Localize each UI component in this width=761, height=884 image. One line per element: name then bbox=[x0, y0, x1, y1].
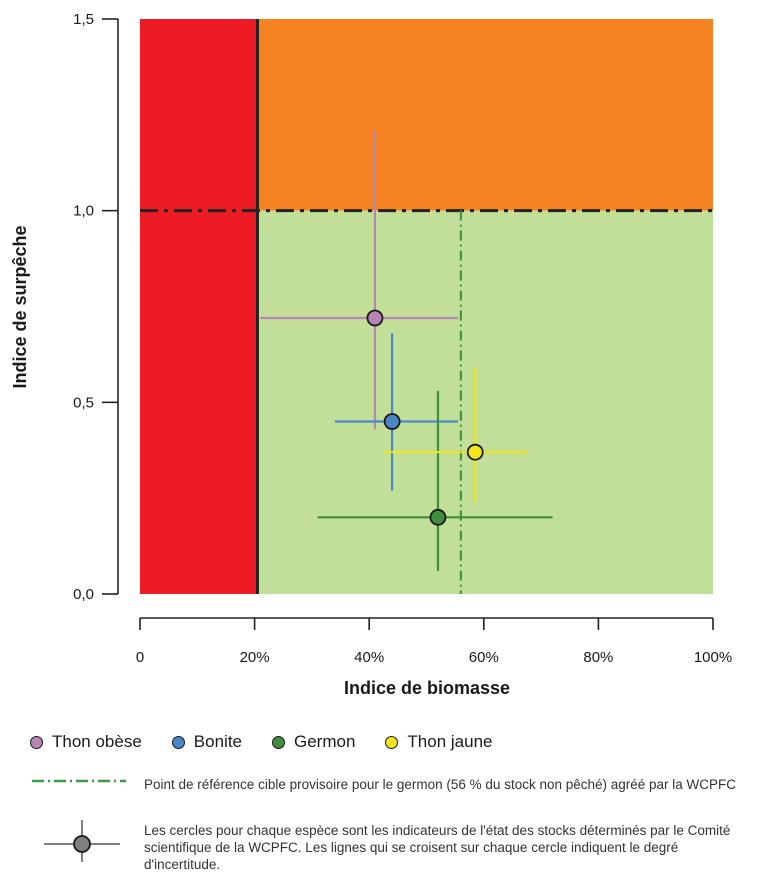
thon-jaune-marker-group bbox=[383, 367, 527, 502]
dash-dot-line-icon bbox=[32, 779, 126, 783]
legend-label: Germon bbox=[294, 732, 356, 751]
bonite-legend-dot bbox=[171, 735, 185, 749]
y-axis-title: Indice de surpêche bbox=[10, 225, 30, 388]
legend: Thon obèse Bonite Germon Thon jaune bbox=[30, 732, 523, 752]
healthy-zone bbox=[257, 210, 713, 594]
thon-obese-legend-dot bbox=[30, 735, 43, 749]
y-tick-label: 0,0 bbox=[73, 586, 94, 603]
limit-zone bbox=[140, 19, 258, 594]
status-zones bbox=[140, 19, 713, 594]
legend-item-thon-obese: Thon obèse bbox=[30, 732, 142, 752]
legend-label: Thon obèse bbox=[52, 732, 142, 751]
legend-item-bonite: Bonite bbox=[171, 732, 242, 752]
x-tick-label: 60% bbox=[469, 649, 499, 666]
y-tick-label: 1,5 bbox=[73, 11, 94, 28]
reference-lines bbox=[140, 19, 713, 594]
target-line-note: Point de référence cible provisoire pour… bbox=[144, 777, 737, 792]
x-tick-label: 0 bbox=[136, 649, 144, 666]
germon-legend-dot bbox=[272, 735, 285, 749]
legend-item-thon-jaune: Thon jaune bbox=[385, 732, 493, 752]
thon-jaune-legend-dot bbox=[385, 735, 399, 749]
axes: 0,0 0,5 1,0 1,5 0 20% 40% 60% 80% 100% bbox=[73, 11, 732, 666]
x-axis-title: Indice de biomasse bbox=[344, 678, 510, 698]
thon-obese-point bbox=[366, 309, 384, 327]
thon-jaune-point bbox=[466, 443, 484, 461]
legend-label: Thon jaune bbox=[407, 732, 493, 751]
species-markers bbox=[260, 130, 553, 571]
x-tick-label: 40% bbox=[354, 649, 384, 666]
x-tick-label: 80% bbox=[583, 649, 613, 666]
circles-note: Les cercles pour chaque espèce sont les … bbox=[144, 823, 731, 872]
legend-item-germon: Germon bbox=[272, 732, 355, 752]
crosshair-circle-icon bbox=[44, 820, 120, 862]
legend-label: Bonite bbox=[193, 732, 242, 751]
kobe-plot: 0,0 0,5 1,0 1,5 0 20% 40% 60% 80% 100% Indice de … bbox=[10, 11, 732, 698]
thon-obese-marker-group bbox=[260, 130, 459, 430]
y-tick-label: 0,5 bbox=[73, 394, 94, 411]
x-tick-label: 20% bbox=[240, 649, 270, 666]
germon-point bbox=[429, 508, 447, 526]
germon-marker-group bbox=[317, 390, 553, 571]
overfishing-zone bbox=[257, 19, 713, 211]
x-tick-label: 100% bbox=[694, 649, 732, 666]
y-tick-label: 1,0 bbox=[73, 203, 94, 220]
bonite-point bbox=[383, 413, 401, 430]
